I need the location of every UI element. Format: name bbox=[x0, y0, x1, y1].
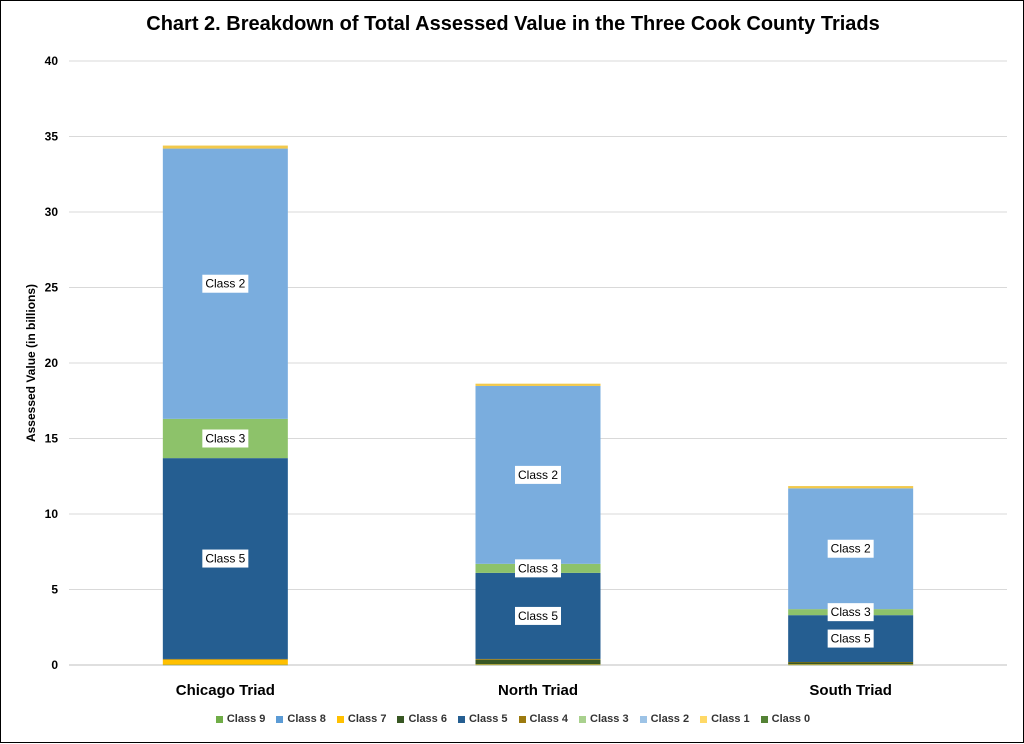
data-label-text: Class 2 bbox=[831, 542, 871, 556]
legend-label: Class 3 bbox=[590, 713, 629, 725]
data-label: Class 5 bbox=[515, 606, 561, 625]
legend-label: Class 9 bbox=[226, 713, 266, 725]
data-label: Class 3 bbox=[202, 429, 249, 448]
data-label: Class 2 bbox=[202, 274, 249, 293]
bar-segment bbox=[475, 658, 601, 660]
bar-segment bbox=[475, 664, 601, 666]
data-label-text: Class 5 bbox=[205, 552, 245, 566]
bar-segment bbox=[162, 145, 288, 149]
data-label-text: Class 5 bbox=[831, 632, 871, 646]
legend-swatch bbox=[336, 715, 344, 723]
legend-swatch bbox=[639, 715, 647, 723]
y-tick-label: 20 bbox=[45, 356, 59, 370]
bar-segment bbox=[162, 658, 288, 660]
data-label-box bbox=[827, 603, 874, 622]
chart-title: Chart 2. Breakdown of Total Assessed Val… bbox=[146, 13, 880, 35]
legend-swatch bbox=[215, 715, 223, 723]
x-tick-label: South Triad bbox=[809, 682, 892, 699]
bar-segment bbox=[788, 661, 914, 663]
legend-swatch bbox=[276, 715, 284, 723]
y-tick-label: 25 bbox=[45, 281, 59, 295]
data-label-box bbox=[202, 274, 249, 293]
y-tick-label: 30 bbox=[45, 205, 59, 219]
bar-segment bbox=[475, 383, 601, 386]
legend-item: Class 5 bbox=[457, 713, 508, 725]
legend-swatch bbox=[397, 715, 405, 723]
bar-segment bbox=[788, 664, 914, 666]
data-label-box bbox=[515, 559, 561, 578]
legend-item: Class 0 bbox=[760, 713, 811, 725]
data-label-text: Class 3 bbox=[205, 432, 245, 446]
legend-item: Class 2 bbox=[639, 713, 690, 725]
data-label-box bbox=[827, 629, 874, 648]
legend-item: Class 9 bbox=[215, 713, 266, 725]
data-label: Class 5 bbox=[202, 549, 249, 568]
y-tick-label: 0 bbox=[51, 658, 58, 672]
bar-segment bbox=[475, 659, 601, 665]
legend-label: Class 2 bbox=[650, 713, 690, 725]
x-tick-label: North Triad bbox=[498, 682, 578, 699]
y-tick-label: 40 bbox=[45, 54, 59, 68]
bar-segment bbox=[788, 662, 914, 665]
data-label-box bbox=[202, 549, 249, 568]
legend-swatch bbox=[760, 715, 768, 723]
y-tick-label: 15 bbox=[45, 432, 59, 446]
y-tick-label: 10 bbox=[45, 507, 59, 521]
x-tick-label: Chicago Triad bbox=[176, 682, 275, 699]
data-label-text: Class 3 bbox=[518, 561, 558, 575]
legend-label: Class 8 bbox=[287, 713, 326, 725]
legend-label: Class 6 bbox=[408, 713, 447, 725]
data-label-box bbox=[515, 606, 561, 625]
data-label-box bbox=[202, 429, 249, 448]
legend-swatch bbox=[700, 715, 708, 723]
data-label-box bbox=[515, 465, 561, 484]
data-label: Class 3 bbox=[515, 559, 561, 578]
legend-label: Class 1 bbox=[711, 713, 750, 725]
bar-segment bbox=[162, 659, 288, 665]
legend-label: Class 7 bbox=[347, 713, 387, 725]
bar-segment bbox=[475, 664, 601, 665]
legend-item: Class 4 bbox=[518, 713, 569, 725]
legend-label: Class 4 bbox=[529, 713, 569, 725]
legend-swatch bbox=[518, 715, 526, 723]
legend-item: Class 6 bbox=[397, 713, 447, 725]
legend-label: Class 0 bbox=[771, 713, 811, 725]
data-label-text: Class 2 bbox=[518, 468, 558, 482]
legend-label: Class 5 bbox=[468, 713, 508, 725]
bar-segment bbox=[162, 664, 288, 666]
data-label: Class 5 bbox=[827, 629, 874, 648]
legend-item: Class 7 bbox=[336, 713, 387, 725]
data-label: Class 2 bbox=[827, 539, 874, 558]
bar-segment bbox=[788, 486, 914, 489]
legend-item: Class 1 bbox=[700, 713, 750, 725]
legend-swatch bbox=[579, 715, 587, 723]
data-label: Class 2 bbox=[515, 465, 561, 484]
legend-item: Class 3 bbox=[579, 713, 629, 725]
data-label-text: Class 2 bbox=[205, 277, 245, 291]
y-tick-label: 5 bbox=[51, 583, 58, 597]
legend-swatch bbox=[457, 715, 465, 723]
legend-item: Class 8 bbox=[276, 713, 326, 725]
bar-segment bbox=[788, 664, 914, 665]
y-tick-label: 35 bbox=[45, 130, 59, 144]
data-label-box bbox=[827, 539, 874, 558]
data-label-text: Class 3 bbox=[831, 605, 871, 619]
data-label: Class 3 bbox=[827, 603, 874, 622]
data-label-text: Class 5 bbox=[518, 609, 558, 623]
chart-legend: Class 9 Class 8 Class 7 Class 6 Class 5 Class… bbox=[1, 713, 1024, 725]
